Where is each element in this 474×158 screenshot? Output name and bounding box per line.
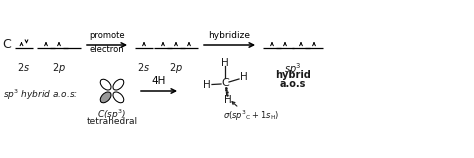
Text: H: H	[203, 80, 211, 90]
Text: hybridize: hybridize	[209, 30, 250, 40]
Text: H: H	[224, 95, 232, 105]
Text: $sp^3$ hybrid a.o.s:: $sp^3$ hybrid a.o.s:	[3, 88, 78, 102]
Text: tetrahedral: tetrahedral	[86, 117, 137, 126]
Text: $2p$: $2p$	[52, 61, 66, 75]
Text: $2s$: $2s$	[18, 61, 30, 73]
Text: electron: electron	[90, 46, 124, 55]
Text: C: C	[3, 37, 11, 51]
Text: H: H	[240, 72, 248, 82]
Ellipse shape	[113, 79, 124, 90]
Ellipse shape	[113, 92, 124, 103]
Text: promote: promote	[89, 30, 125, 40]
Text: hybrid: hybrid	[275, 70, 311, 80]
Text: $\sigma(sp^3{}_\mathrm{C} + 1s_\mathrm{H})$: $\sigma(sp^3{}_\mathrm{C} + 1s_\mathrm{H…	[223, 109, 279, 123]
Text: 4H: 4H	[152, 76, 166, 85]
Text: $2p$: $2p$	[169, 61, 183, 75]
Text: H: H	[221, 58, 229, 68]
Text: $2s$: $2s$	[137, 61, 151, 73]
Ellipse shape	[100, 79, 111, 90]
Text: a.o.s: a.o.s	[280, 79, 306, 89]
Ellipse shape	[100, 92, 111, 103]
Text: $sp^3$: $sp^3$	[284, 61, 302, 77]
Text: C: C	[221, 78, 229, 88]
Text: C($sp^3$): C($sp^3$)	[97, 108, 127, 122]
